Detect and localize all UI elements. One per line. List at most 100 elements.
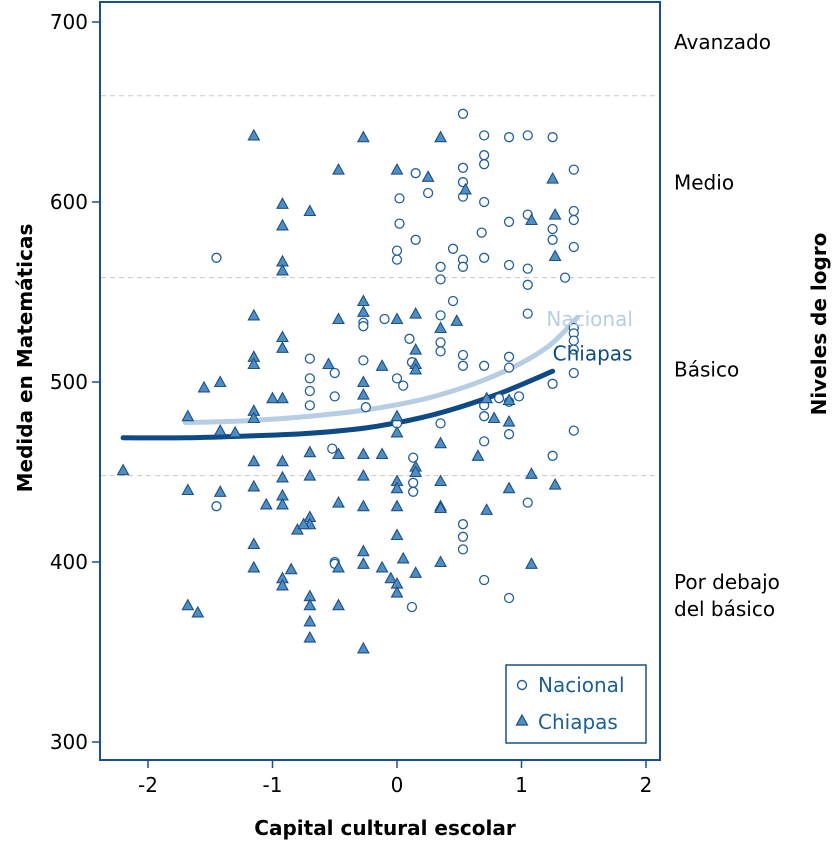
point-nacional — [404, 333, 415, 344]
level-label: Medio — [674, 170, 734, 194]
point-chiapas — [409, 465, 423, 478]
point-chiapas — [276, 470, 289, 483]
point-nacional — [422, 187, 434, 199]
level-cutoff-lines — [101, 95, 659, 477]
point-chiapas — [303, 598, 317, 611]
point-chiapas — [247, 537, 261, 550]
point-chiapas — [409, 566, 423, 578]
y-tick-label: 600 — [50, 190, 88, 214]
point-nacional — [360, 402, 372, 413]
point-chiapas — [375, 560, 389, 573]
point-nacional — [435, 346, 446, 357]
point-chiapas — [459, 182, 472, 195]
point-chiapas — [276, 497, 289, 510]
point-nacional — [503, 592, 515, 604]
point-chiapas — [434, 555, 448, 568]
level-label: Básico — [674, 358, 739, 382]
point-chiapas — [434, 130, 448, 143]
point-chiapas — [390, 481, 404, 494]
legend-triangle-icon — [515, 713, 529, 726]
point-chiapas — [276, 263, 289, 276]
point-nacional — [394, 193, 405, 204]
point-chiapas — [434, 474, 448, 487]
point-chiapas — [548, 477, 562, 490]
point-nacional — [457, 261, 469, 272]
point-nacional — [522, 497, 533, 508]
point-nacional — [568, 367, 579, 379]
point-chiapas — [409, 342, 423, 355]
point-nacional — [513, 391, 525, 402]
fit-label-chiapas: Chiapas — [553, 341, 633, 365]
point-chiapas — [356, 294, 370, 307]
point-nacional — [478, 130, 490, 141]
point-nacional — [457, 519, 469, 530]
point-chiapas — [303, 445, 317, 458]
point-chiapas — [356, 544, 370, 557]
point-chiapas — [276, 454, 289, 467]
point-chiapas — [191, 605, 205, 618]
x-tick-label: -1 — [263, 773, 283, 797]
point-chiapas — [276, 341, 289, 353]
x-axis-title: Capital cultural escolar — [254, 816, 516, 840]
point-chiapas — [434, 321, 448, 334]
point-nacional — [408, 452, 419, 463]
fit-label-nacional: Nacional — [546, 307, 633, 331]
fit-line-chiapas — [120, 368, 556, 441]
point-chiapas — [247, 454, 261, 467]
point-nacional — [457, 162, 469, 173]
point-chiapas — [297, 517, 311, 530]
legend-box — [505, 664, 647, 744]
point-nacional — [329, 367, 340, 379]
point-nacional — [478, 360, 490, 371]
point-nacional — [478, 159, 490, 170]
point-nacional — [568, 241, 579, 253]
point-nacional — [327, 443, 338, 454]
point-nacional — [435, 261, 446, 272]
x-tick-label: 1 — [515, 773, 528, 797]
data-points — [116, 108, 579, 654]
point-chiapas — [421, 170, 435, 182]
legend: Nacional Chiapas — [505, 664, 647, 744]
point-chiapas — [303, 614, 317, 627]
y-axis-title: Medida en Matemáticas — [13, 224, 37, 493]
point-chiapas — [228, 425, 242, 438]
point-nacional — [447, 243, 459, 254]
point-nacional — [503, 362, 515, 373]
point-nacional — [398, 380, 409, 391]
point-nacional — [457, 349, 469, 361]
point-chiapas — [409, 306, 423, 319]
point-chiapas — [356, 447, 370, 460]
point-chiapas — [247, 479, 261, 492]
point-chiapas — [409, 362, 423, 375]
legend-circle-icon — [516, 679, 528, 691]
point-nacional — [522, 263, 533, 274]
point-chiapas — [525, 213, 538, 226]
point-chiapas — [116, 463, 130, 476]
point-nacional — [547, 234, 558, 245]
point-nacional — [408, 477, 419, 488]
point-chiapas — [390, 409, 404, 422]
point-nacional — [435, 337, 446, 348]
point-nacional — [379, 313, 390, 325]
point-chiapas — [487, 411, 501, 424]
point-chiapas — [181, 483, 195, 496]
point-chiapas — [502, 414, 516, 427]
point-nacional — [503, 216, 515, 227]
point-nacional — [503, 259, 515, 271]
point-nacional — [478, 411, 490, 422]
point-chiapas — [332, 162, 345, 175]
point-nacional — [391, 373, 403, 384]
y-tick-label: 500 — [50, 370, 88, 394]
point-nacional — [435, 310, 446, 321]
point-nacional — [522, 279, 533, 290]
point-chiapas — [471, 449, 485, 461]
point-nacional — [304, 400, 316, 411]
point-chiapas — [434, 436, 448, 449]
point-nacional — [503, 351, 515, 362]
point-nacional — [547, 450, 558, 461]
point-chiapas — [356, 305, 370, 317]
point-chiapas — [480, 391, 494, 404]
point-chiapas — [384, 571, 398, 584]
point-nacional — [522, 308, 533, 319]
